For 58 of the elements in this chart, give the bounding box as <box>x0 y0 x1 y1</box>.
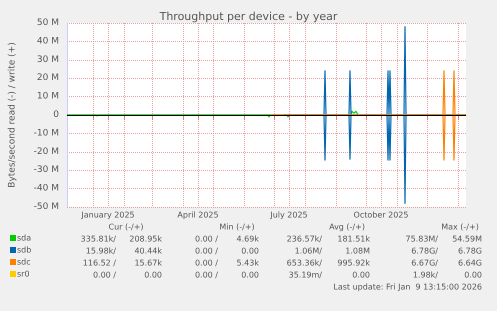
y-tick-label: 20 M <box>36 73 59 84</box>
text: 1.98k/ <box>412 270 438 280</box>
text: 0.00 / <box>194 234 218 244</box>
legend-label: sr0 <box>17 270 30 278</box>
text: 5.43k <box>236 258 260 268</box>
text: 208.95k <box>129 234 162 244</box>
text: 0.00 <box>241 246 259 256</box>
text: 0.00 <box>144 270 162 280</box>
text: 1.06M/ <box>294 246 322 256</box>
x-tick-label: July 2025 <box>269 210 308 220</box>
y-tick-label: -50 M <box>34 202 59 212</box>
text: 236.57k/ <box>286 234 322 244</box>
text: 0.00 / <box>194 246 218 256</box>
text: 6.78G/ <box>411 246 438 256</box>
y-axis-title: Bytes/second read (-) / write (+) <box>8 42 18 188</box>
y-tick-label: 10 M <box>36 92 59 102</box>
text: 6.67G/ <box>411 258 438 268</box>
text: Max (-/+) <box>441 222 479 232</box>
text: 35.19m/ <box>288 270 322 280</box>
text: Last update: Fri Jan 9 13:15:00 2026 <box>333 282 482 292</box>
text: 0.00 <box>352 270 370 280</box>
text: 335.81k/ <box>80 234 116 244</box>
y-tick-label: -10 M <box>34 128 59 138</box>
text: 54.59M <box>452 234 482 244</box>
y-tick-label: -40 M <box>34 184 59 194</box>
chart-title: Throughput per device - by year <box>158 10 338 23</box>
text: 6.64G <box>458 258 482 268</box>
y-tick-label: 30 M <box>36 54 59 65</box>
text: 1.08M <box>345 246 370 256</box>
text: Avg (-/+) <box>329 222 365 232</box>
text: 40.44k <box>134 246 162 256</box>
y-tick-label: 40 M <box>36 36 59 46</box>
text: 15.98k/ <box>86 246 116 256</box>
text: 75.83M/ <box>406 234 438 244</box>
text: 0.00 / <box>92 270 116 280</box>
y-tick-label: -20 M <box>34 146 59 157</box>
text: 4.69k <box>236 234 260 244</box>
text: 653.36k/ <box>286 258 322 268</box>
x-tick-label: January 2025 <box>80 210 135 220</box>
text: 0.00 / <box>194 270 218 280</box>
text: 15.67k <box>134 258 162 268</box>
x-tick-label: October 2025 <box>354 210 408 220</box>
y-tick-label: 0 <box>53 110 60 120</box>
text: 0.00 / <box>194 258 218 268</box>
text: 0.00 <box>464 270 482 280</box>
legend-label: sda <box>17 234 32 242</box>
y-tick-label: -30 M <box>34 165 59 176</box>
legend-label: sdb <box>17 246 32 254</box>
x-tick-label: April 2025 <box>177 210 219 220</box>
text: 116.52 / <box>82 258 116 268</box>
text: 995.92k <box>337 258 370 268</box>
text: 0.00 <box>241 270 259 280</box>
text: 6.78G <box>458 246 482 256</box>
text: Cur (-/+) <box>108 222 144 232</box>
y-tick-label: 50 M <box>36 18 59 28</box>
legend-label: sdc <box>17 258 31 266</box>
text: Min (-/+) <box>219 222 255 232</box>
text: 181.51k <box>337 234 370 244</box>
